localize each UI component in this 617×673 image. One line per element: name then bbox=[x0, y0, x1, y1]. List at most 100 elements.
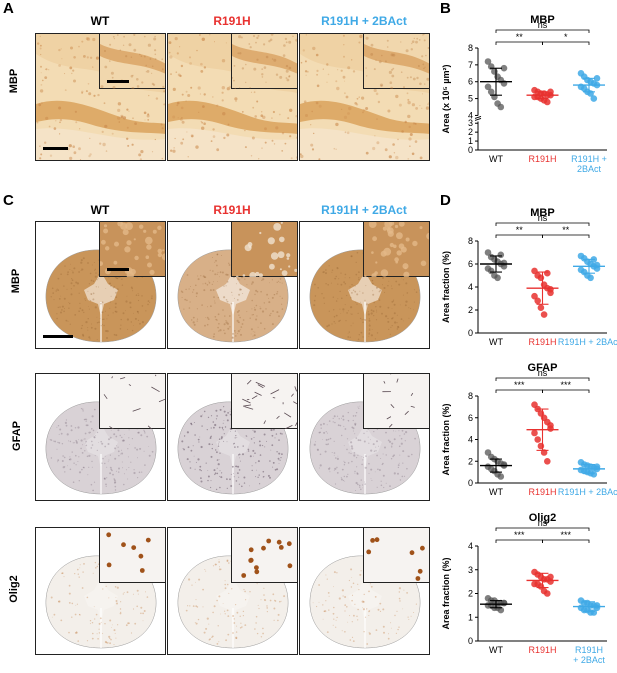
y-tick-label: 6 bbox=[468, 413, 473, 423]
y-axis-label: Area fraction (%) bbox=[441, 403, 451, 475]
significance-label: ns bbox=[538, 20, 548, 30]
x-category-label: WT bbox=[489, 487, 503, 497]
scale-bar bbox=[43, 147, 68, 150]
significance-bracket bbox=[542, 389, 590, 393]
y-tick-label: 4 bbox=[468, 435, 473, 445]
data-point bbox=[484, 249, 492, 256]
data-point bbox=[531, 292, 538, 300]
data-point bbox=[531, 267, 538, 275]
cord-mbp-micrograph-r191h-2bact bbox=[299, 221, 430, 349]
x-category-label: R191H bbox=[528, 487, 556, 497]
significance-label: ns bbox=[538, 518, 548, 528]
x-category-label: R191H + 2BAct bbox=[558, 337, 617, 347]
y-tick-label: 4 bbox=[468, 282, 473, 292]
data-point bbox=[534, 297, 541, 305]
chart-d-mbp-cord: MBP Area fraction (%) 0 2 4 6 8 WT R191H R191H + … bbox=[441, 207, 617, 347]
y-tick-label: 2 bbox=[468, 456, 473, 466]
y-tick-label: 0 bbox=[468, 145, 473, 155]
data-point bbox=[540, 311, 548, 318]
significance-bracket bbox=[495, 222, 590, 226]
y-tick-label: 2 bbox=[468, 305, 473, 315]
significance-label: ns bbox=[538, 213, 548, 223]
data-point bbox=[547, 88, 554, 96]
y-tick-label: 8 bbox=[468, 391, 473, 401]
data-point bbox=[497, 103, 505, 111]
y-tick-label: 8 bbox=[468, 236, 473, 246]
cord-gfap-micrograph-r191h bbox=[167, 373, 298, 501]
magnified-inset bbox=[231, 222, 297, 279]
magnified-inset bbox=[99, 528, 165, 583]
significance-label: ** bbox=[516, 32, 524, 42]
x-category-label: R191H bbox=[575, 645, 603, 655]
significance-label: * bbox=[564, 32, 568, 42]
panel-letter-b: B bbox=[440, 0, 451, 17]
data-point bbox=[593, 261, 601, 269]
brain-mbp-micrograph-wt bbox=[35, 33, 166, 161]
data-point bbox=[590, 609, 598, 616]
significance-label: *** bbox=[514, 530, 525, 540]
data-point bbox=[547, 422, 554, 429]
data-point bbox=[491, 93, 498, 101]
significance-bracket bbox=[542, 539, 590, 543]
data-point bbox=[547, 573, 554, 581]
column-header-2bact-c: R191H + 2BAct bbox=[321, 203, 407, 217]
scale-bar-inset bbox=[107, 268, 129, 271]
x-category-label: WT bbox=[489, 645, 503, 655]
chart-title: MBP bbox=[530, 14, 554, 26]
row-label-mbp-cord: MBP bbox=[10, 268, 23, 294]
y-tick-label: 0 bbox=[468, 478, 473, 488]
magnified-inset bbox=[99, 374, 165, 431]
x-category-label: 2BAct bbox=[577, 164, 602, 174]
cord-gfap-micrograph-wt bbox=[35, 373, 166, 501]
panel-letter-d: D bbox=[440, 192, 451, 209]
data-point bbox=[544, 98, 551, 106]
x-category-label: R191H bbox=[528, 645, 556, 655]
significance-label: *** bbox=[560, 380, 571, 390]
brain-mbp-micrograph-r191h bbox=[167, 33, 298, 161]
data-point bbox=[537, 304, 545, 311]
y-tick-label: 1 bbox=[468, 136, 473, 146]
data-point bbox=[500, 64, 508, 72]
data-point bbox=[593, 75, 601, 82]
data-point bbox=[494, 274, 501, 282]
row-label-mbp-brain: MBP bbox=[8, 68, 21, 94]
chart-d-gfap-cord: GFAP Area fraction (%) 0 2 4 6 8 WT R191H R191H +… bbox=[441, 362, 617, 497]
y-tick-label: 0 bbox=[468, 328, 473, 338]
x-category-label: R191H + bbox=[571, 154, 607, 164]
significance-label: ** bbox=[516, 225, 524, 235]
significance-bracket bbox=[495, 389, 543, 393]
y-tick-label: 3 bbox=[468, 118, 473, 128]
chart-title: MBP bbox=[530, 207, 554, 219]
significance-bracket bbox=[495, 41, 543, 45]
y-axis-label: Area (x 10⁵ µm²) bbox=[441, 65, 451, 134]
y-tick-label: 3 bbox=[468, 565, 473, 575]
data-point bbox=[531, 429, 538, 437]
y-tick-label: 8 bbox=[468, 43, 473, 53]
magnified-inset bbox=[363, 374, 429, 429]
column-header-r191h-c: R191H bbox=[213, 203, 251, 217]
data-point bbox=[537, 442, 545, 450]
scale-bar-inset bbox=[107, 80, 129, 83]
data-point bbox=[547, 286, 554, 293]
panel-letter-c: C bbox=[3, 192, 14, 209]
data-point bbox=[534, 436, 541, 443]
x-category-label: R191H bbox=[528, 154, 556, 164]
column-header-r191h-a: R191H bbox=[213, 14, 251, 28]
y-tick-label: 6 bbox=[468, 77, 473, 87]
panel-letter-a: A bbox=[3, 0, 14, 17]
data-point bbox=[497, 251, 505, 259]
data-point bbox=[500, 461, 508, 468]
chart-title: GFAP bbox=[528, 362, 558, 374]
x-category-label: WT bbox=[489, 154, 503, 164]
data-point bbox=[587, 274, 594, 282]
y-tick-label: 6 bbox=[468, 259, 473, 269]
data-point bbox=[544, 590, 551, 597]
chart-title: Olig2 bbox=[529, 512, 557, 524]
y-tick-label: 2 bbox=[468, 127, 473, 137]
data-point bbox=[487, 88, 495, 96]
column-header-wt-c: WT bbox=[90, 203, 110, 217]
magnified-inset bbox=[363, 34, 429, 90]
magnified-inset bbox=[231, 528, 297, 583]
